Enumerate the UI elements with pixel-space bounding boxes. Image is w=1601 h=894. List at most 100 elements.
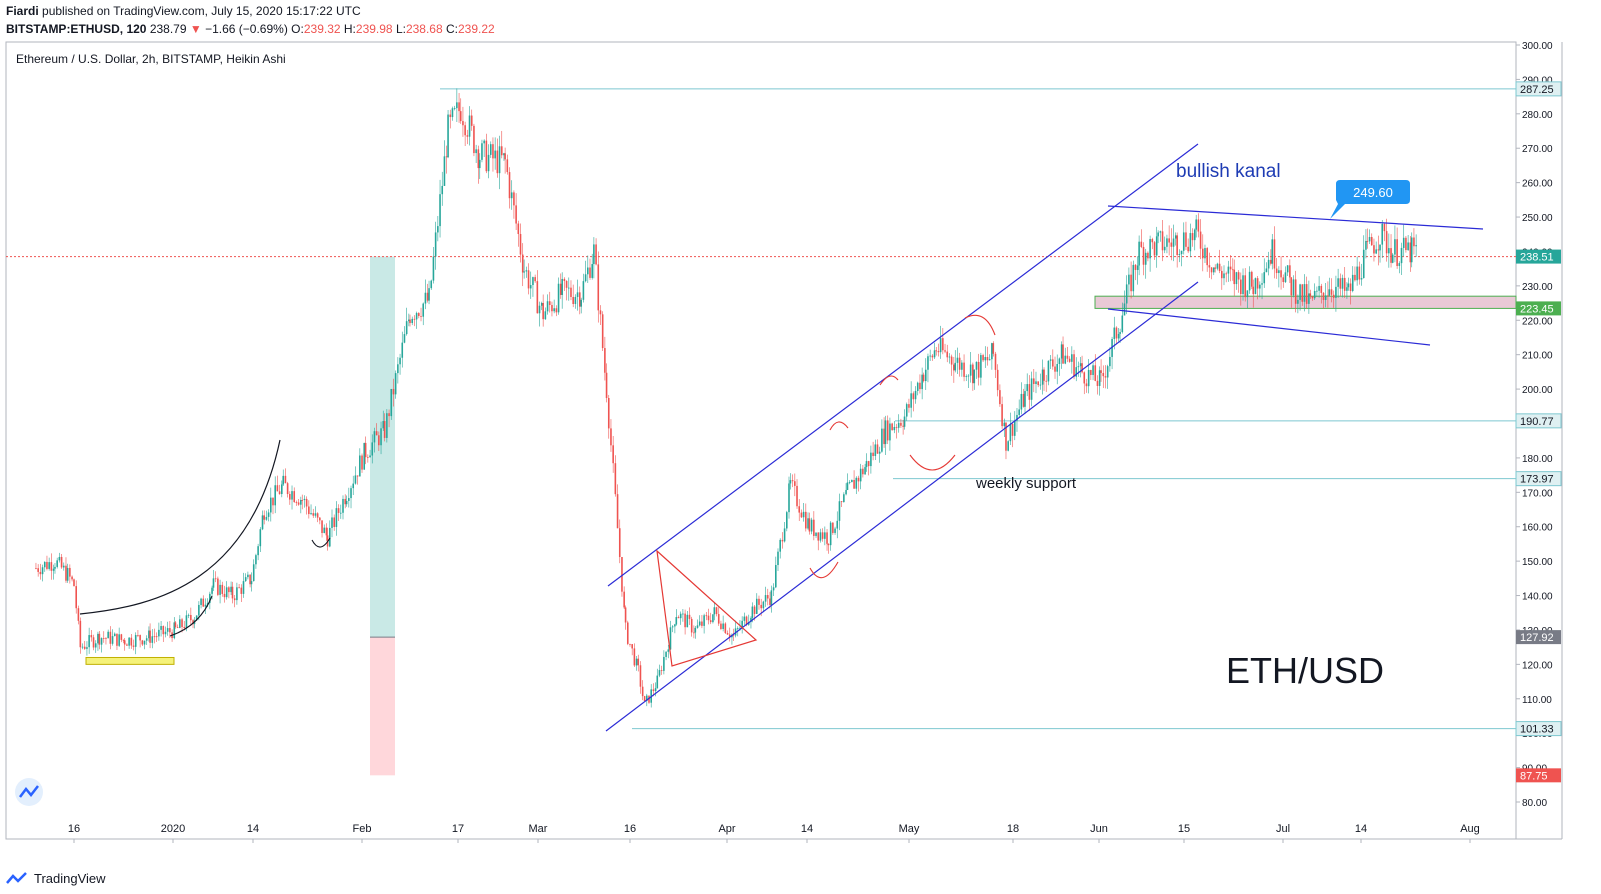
candle-body xyxy=(86,647,88,649)
candle-body xyxy=(922,374,925,382)
candle-body xyxy=(496,150,499,174)
candle-body xyxy=(851,479,853,483)
candle-body xyxy=(111,636,114,644)
candle-body xyxy=(1049,359,1052,361)
wedge-upper-line xyxy=(1107,205,1484,230)
candle-body xyxy=(1275,268,1278,274)
candle-body xyxy=(639,665,642,687)
candle-body xyxy=(783,528,786,542)
candle-body xyxy=(52,568,55,571)
arrow-annotation xyxy=(964,314,996,336)
candle-body xyxy=(517,223,520,235)
candle-body xyxy=(408,319,410,322)
candle-body xyxy=(1210,267,1213,273)
candle-body xyxy=(126,644,128,646)
candle-body xyxy=(314,513,317,516)
candle-body xyxy=(255,555,257,565)
candle-body xyxy=(1311,296,1314,299)
arrow-annotation xyxy=(809,561,839,579)
candle-body xyxy=(958,357,961,370)
candle-body xyxy=(1115,327,1118,339)
candle-body xyxy=(386,413,388,438)
candle-body xyxy=(698,621,701,626)
candle-body xyxy=(1132,264,1135,292)
candle-body xyxy=(274,485,276,506)
price-tag-text: 238.51 xyxy=(1520,252,1554,264)
candle-body xyxy=(557,283,560,313)
candle-body xyxy=(143,640,146,645)
price-tag-text: 87.75 xyxy=(1520,770,1548,782)
candle-body xyxy=(316,513,319,518)
candle-body xyxy=(132,645,135,647)
x-tick-label: Mar xyxy=(529,823,548,835)
candle-body xyxy=(1060,344,1063,359)
candle-body xyxy=(1313,290,1316,299)
x-tick-label: May xyxy=(899,823,920,835)
candle-body xyxy=(200,598,202,605)
candle-body xyxy=(788,483,790,513)
candle-body xyxy=(1062,344,1064,364)
candle-body xyxy=(840,501,843,503)
candle-body xyxy=(437,226,439,233)
price-tag xyxy=(1516,630,1561,645)
candle-body xyxy=(646,695,648,701)
candle-body xyxy=(1111,339,1113,357)
candle-body xyxy=(1396,239,1398,266)
candle-body xyxy=(736,628,739,629)
candle-body xyxy=(323,527,326,534)
candle-body xyxy=(1278,270,1280,274)
footer-brand[interactable]: TradingView xyxy=(34,870,106,886)
candle-body xyxy=(458,102,460,112)
close-label: C: xyxy=(446,22,458,36)
candle-body xyxy=(79,620,82,648)
candle-body xyxy=(1256,278,1259,289)
candle-body xyxy=(694,627,697,633)
candle-body xyxy=(434,232,437,257)
candle-body xyxy=(1045,380,1048,382)
candle-body xyxy=(1191,233,1194,241)
candle-body xyxy=(506,159,509,173)
level-price-text: 190.77 xyxy=(1520,416,1554,428)
candle-body xyxy=(225,587,228,598)
candle-body xyxy=(548,301,551,306)
candle-body xyxy=(399,357,401,365)
wedge-lower-line xyxy=(1107,308,1431,346)
candle-body xyxy=(1204,248,1206,259)
candle-body xyxy=(236,587,238,601)
candle-body xyxy=(1271,239,1274,264)
time-axis[interactable]: 16 2020 14 Feb 17 Mar 16 Apr 14 May 18 Jun 15 Jul 14 Au… xyxy=(68,823,1480,843)
candle-body xyxy=(813,519,815,536)
symbol-name: BITSTAMP:ETHUSD, 120 xyxy=(6,22,147,36)
candle-body xyxy=(717,614,720,624)
price-labels: 287.25 190.77 173.97 101.33 238.51 223.45 127.… xyxy=(1515,81,1562,783)
candle-body xyxy=(217,578,219,595)
candle-body xyxy=(1138,241,1140,266)
candle-body xyxy=(755,598,758,614)
tradingview-chart-logo-icon[interactable] xyxy=(15,778,43,806)
candle-body xyxy=(354,475,357,484)
candle-body xyxy=(1195,219,1197,230)
price-axis[interactable]: 80.0090.00100.00110.00120.00130.00140.00… xyxy=(1516,41,1553,809)
candle-body xyxy=(751,606,754,618)
candle-body xyxy=(807,518,809,529)
candle-body xyxy=(464,125,466,136)
candle-body xyxy=(1170,242,1173,247)
candle-body xyxy=(1003,422,1006,427)
candle-body xyxy=(525,270,528,272)
candle-body xyxy=(149,630,151,643)
candle-body xyxy=(635,658,638,666)
candle-body xyxy=(826,532,828,544)
candle-body xyxy=(1178,254,1181,256)
candle-body xyxy=(836,520,839,529)
author-name[interactable]: Fiardi xyxy=(6,4,39,18)
candle-body xyxy=(443,156,446,186)
tradingview-logo-icon[interactable] xyxy=(6,871,28,885)
candle-body xyxy=(643,696,646,701)
low-value: 238.68 xyxy=(405,22,443,36)
candle-body xyxy=(889,423,891,441)
candle-body xyxy=(808,518,811,532)
candle-body xyxy=(1259,284,1261,289)
candle-body xyxy=(1087,370,1090,387)
candle-body xyxy=(988,359,991,361)
